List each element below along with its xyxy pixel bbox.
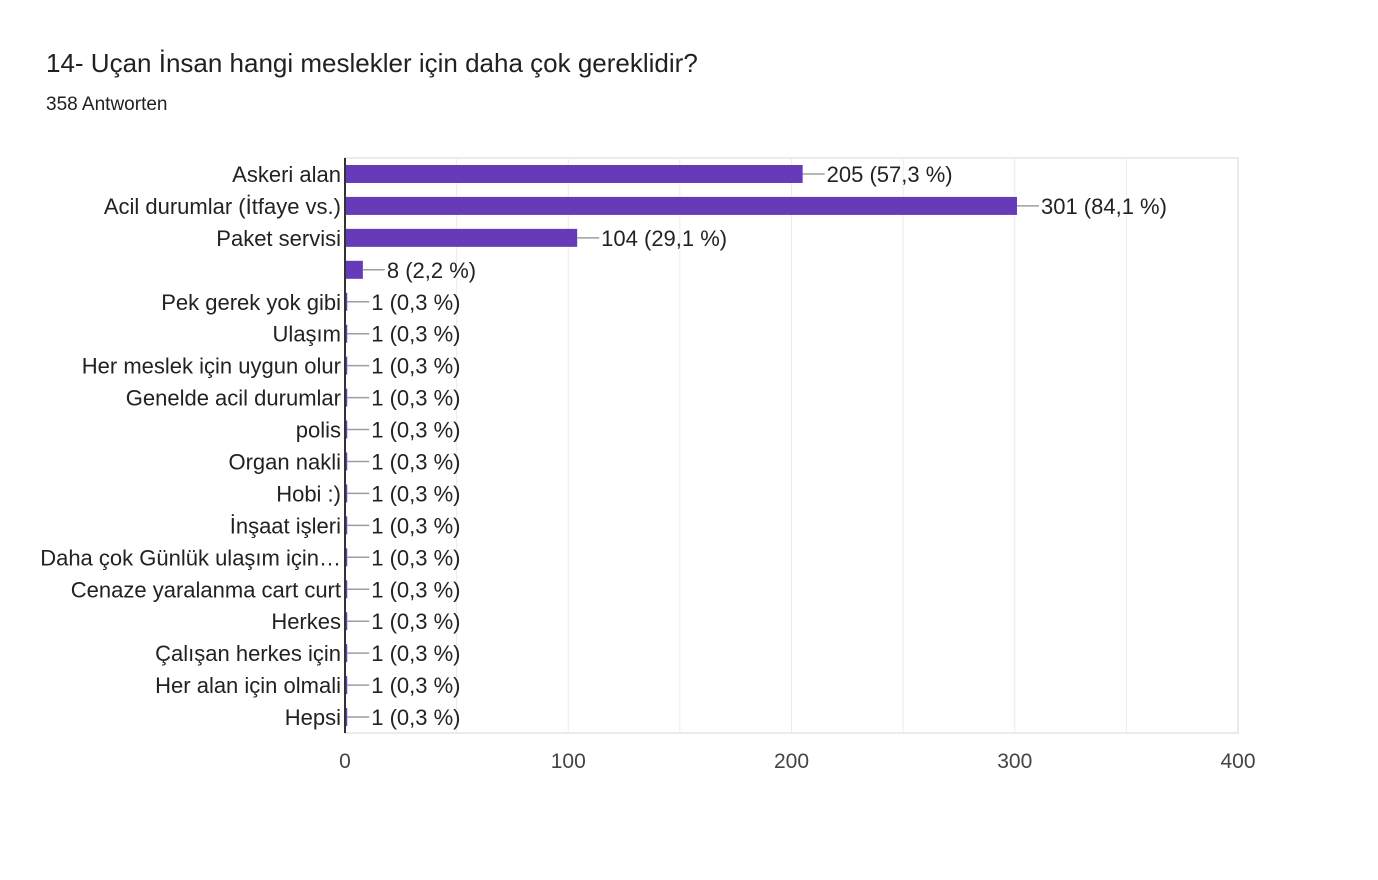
category-label: Ulaşım: [273, 322, 341, 347]
category-label: Genelde acil durumlar: [126, 386, 341, 411]
data-label: 104 (29,1 %): [601, 226, 727, 251]
data-label: 1 (0,3 %): [371, 705, 460, 730]
chart-title: 14- Uçan İnsan hangi meslekler için daha…: [46, 48, 698, 78]
category-label: Hobi :): [276, 481, 341, 506]
bar[interactable]: [345, 676, 348, 695]
data-label: 1 (0,3 %): [371, 290, 460, 315]
bar[interactable]: [345, 388, 348, 407]
data-label: 301 (84,1 %): [1041, 194, 1167, 219]
data-label: 1 (0,3 %): [371, 386, 460, 411]
bar[interactable]: [345, 452, 348, 471]
category-label: Askeri alan: [232, 162, 341, 187]
bar[interactable]: [345, 420, 348, 439]
category-label: Acil durumlar (İtfaye vs.): [104, 194, 341, 219]
x-tick-label: 0: [339, 750, 351, 773]
data-label: 1 (0,3 %): [371, 481, 460, 506]
category-label: Çalışan herkes için: [155, 641, 341, 666]
category-label: Her meslek için uygun olur: [82, 354, 341, 379]
bar[interactable]: [345, 228, 578, 247]
bar[interactable]: [345, 516, 348, 535]
bar[interactable]: [345, 164, 803, 183]
category-label: Organ nakli: [228, 449, 341, 474]
x-tick-label: 300: [997, 750, 1032, 773]
x-tick-label: 200: [774, 750, 809, 773]
bar[interactable]: [345, 708, 348, 727]
data-label: 1 (0,3 %): [371, 641, 460, 666]
category-label: polis: [296, 418, 341, 443]
data-label: 8 (2,2 %): [387, 258, 476, 283]
data-label: 1 (0,3 %): [371, 418, 460, 443]
bar[interactable]: [345, 260, 363, 279]
data-label: 1 (0,3 %): [371, 545, 460, 570]
category-label: Herkes: [271, 609, 341, 634]
x-tick-label: 400: [1220, 750, 1255, 773]
bar[interactable]: [345, 580, 348, 599]
data-label: 1 (0,3 %): [371, 354, 460, 379]
data-label: 205 (57,3 %): [827, 162, 953, 187]
response-count: 358 Antworten: [46, 94, 168, 115]
bar[interactable]: [345, 644, 348, 663]
bar[interactable]: [345, 484, 348, 503]
data-label: 1 (0,3 %): [371, 577, 460, 602]
category-label: Hepsi: [285, 705, 341, 730]
category-label: İnşaat işleri: [230, 513, 341, 538]
data-label: 1 (0,3 %): [371, 513, 460, 538]
bar[interactable]: [345, 612, 348, 631]
bar[interactable]: [345, 548, 348, 567]
category-label: Cenaze yaralanma cart curt: [71, 577, 341, 602]
category-label: Pek gerek yok gibi: [161, 290, 341, 315]
bar[interactable]: [345, 196, 1017, 215]
bar[interactable]: [345, 356, 348, 375]
bar[interactable]: [345, 292, 348, 311]
category-label: Daha çok Günlük ulaşım için…: [40, 545, 341, 570]
category-label: Paket servisi: [216, 226, 341, 251]
data-label: 1 (0,3 %): [371, 322, 460, 347]
data-label: 1 (0,3 %): [371, 673, 460, 698]
category-label: Her alan için olmali: [155, 673, 341, 698]
data-label: 1 (0,3 %): [371, 609, 460, 634]
data-label: 1 (0,3 %): [371, 449, 460, 474]
x-tick-label: 100: [551, 750, 586, 773]
bar[interactable]: [345, 324, 348, 343]
